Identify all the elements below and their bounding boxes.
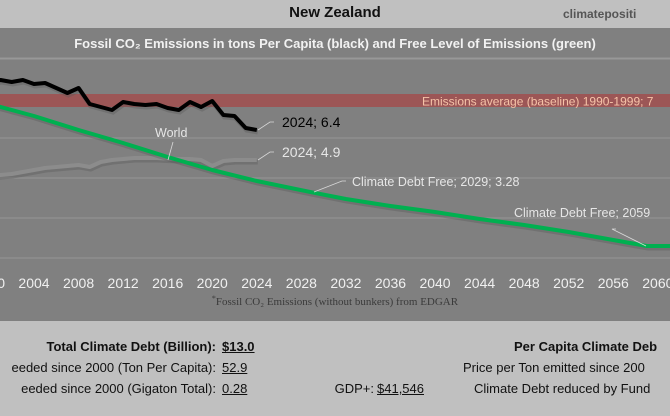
- per-capita-climate-debt-label: Per Capita Climate Deb: [514, 339, 658, 354]
- series-lines: [0, 78, 670, 251]
- series-shadow-world: [0, 157, 258, 180]
- x-tick-label: 2024: [241, 275, 272, 291]
- x-tick-label: 2060: [642, 275, 670, 291]
- title-bar: New Zealand climatepositi: [0, 0, 670, 28]
- brand-logo-text: climatepositi: [563, 7, 637, 21]
- debt-reduced-by-fund-label: Climate Debt reduced by Fund: [474, 381, 651, 396]
- gdp-value: $41,546: [377, 381, 424, 396]
- chart-title: Fossil CO₂ Emissions in tons Per Capita …: [74, 36, 596, 51]
- chart-panel: [0, 28, 670, 321]
- annotation-label: World: [155, 126, 187, 140]
- annotation-label: 2024; 4.9: [282, 144, 341, 160]
- exceeded-ton-per-capita-label: eeded since 2000 (Ton Per Capita):: [11, 360, 216, 375]
- price-per-ton-label: Price per Ton emitted since 200: [463, 360, 645, 375]
- total-climate-debt-label: Total Climate Debt (Billion):: [46, 339, 216, 354]
- series-line-country: [0, 78, 258, 132]
- annotation-leader: [257, 121, 274, 131]
- x-tick-label: 2000: [0, 275, 5, 291]
- annotation-label: Climate Debt Free; 2029; 3.28: [352, 175, 519, 189]
- annotation-label: 2024; 6.4: [282, 114, 341, 130]
- x-tick-label: 2012: [108, 275, 139, 291]
- x-tick-label: 2056: [598, 275, 629, 291]
- annotation-leader: [313, 180, 346, 193]
- exceeded-gigaton-value: 0.28: [222, 381, 248, 396]
- source-note: *Fossil CO₂ Emissions (without bunkers) …: [212, 294, 459, 308]
- x-tick-label: 2032: [330, 275, 361, 291]
- series-line-world: [0, 156, 257, 178]
- baseline-band-rect: [0, 94, 670, 107]
- baseline-label: Emissions average (baseline) 1990-1999; …: [422, 95, 654, 109]
- x-tick-label: 2048: [509, 275, 540, 291]
- x-tick-label: 2004: [18, 275, 49, 291]
- x-axis-ticks: 2000 2004 2008 2012 2016 2020 2024 2028 2032 2036…: [0, 275, 670, 291]
- series-line-free: [0, 104, 670, 248]
- x-tick-label: 2052: [553, 275, 584, 291]
- x-tick-label: 2008: [63, 275, 94, 291]
- annotation-leader: [611, 228, 647, 247]
- x-tick-label: 2020: [197, 275, 228, 291]
- x-tick-label: 2028: [286, 275, 317, 291]
- annotations: 2024; 6.4 2024; 4.9 World Climate Debt Free…: [155, 114, 650, 247]
- page-title: New Zealand: [289, 4, 381, 21]
- x-tick-label: 2036: [375, 275, 406, 291]
- gdp-label: GDP+:: [334, 381, 374, 396]
- annotation-leader: [167, 141, 174, 161]
- x-tick-label: 2016: [152, 275, 183, 291]
- baseline-band: Emissions average (baseline) 1990-1999; …: [0, 94, 670, 109]
- exceeded-ton-per-capita-value: 52.9: [222, 360, 248, 375]
- annotation-leader: [257, 151, 274, 161]
- annotation-label: Climate Debt Free; 2059: [514, 206, 650, 220]
- x-tick-label: 2040: [419, 275, 450, 291]
- exceeded-gigaton-label: eeded since 2000 (Gigaton Total):: [21, 381, 216, 396]
- total-climate-debt-value: $13.0: [222, 339, 255, 354]
- x-tick-label: 2044: [464, 275, 495, 291]
